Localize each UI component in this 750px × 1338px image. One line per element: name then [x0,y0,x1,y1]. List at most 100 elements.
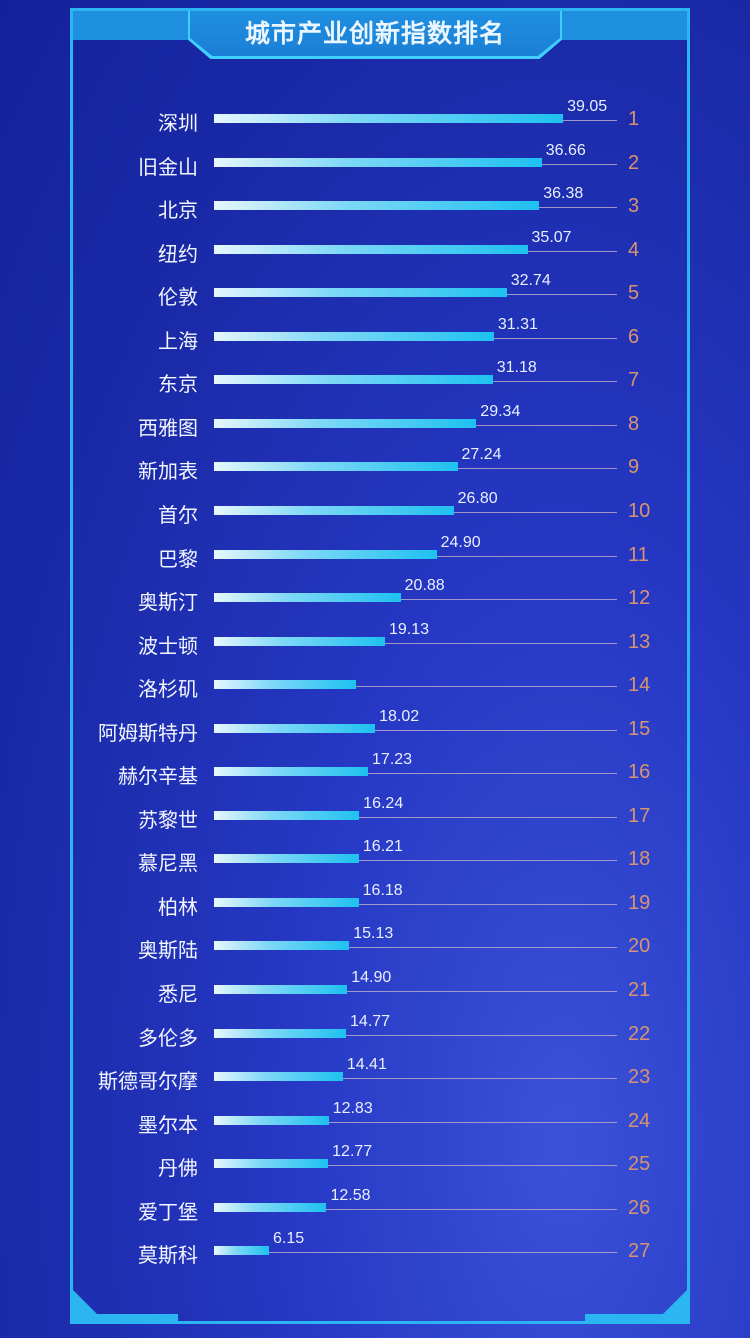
bar-row: 波士顿 19.13 13 [0,621,750,681]
bar [214,288,507,298]
city-label: 多伦多 [138,1027,198,1050]
value-label: 12.58 [330,1186,371,1204]
chart-frame [70,8,690,1324]
leader-line [349,947,617,949]
city-label: 奥斯汀 [138,592,198,615]
city-label: 北京 [158,200,198,223]
city-label: 斯德哥尔摩 [98,1071,198,1094]
bar [214,244,528,254]
bar [214,114,564,123]
title-tab [190,11,560,56]
leader-line [358,860,617,862]
rank-label: 26 [628,1196,651,1219]
bar-row: 赫尔辛基 17.23 16 [0,751,750,811]
rank-label: 3 [628,195,640,218]
bar-row: 爱丁堡 12.58 26 [0,1187,750,1247]
value-label: 35.07 [531,228,572,246]
rank-label: 14 [628,674,651,697]
city-label: 赫尔辛基 [118,766,198,789]
city-label: 西雅图 [138,417,198,440]
value-label: 31.18 [496,359,537,377]
bar-row: 墨尔本 12.83 24 [0,1100,750,1160]
rank-label: 11 [628,543,649,566]
bar-row: 苏黎世 16.24 17 [0,795,750,855]
rank-label: 23 [628,1066,651,1089]
value-label: 14.77 [350,1012,391,1030]
rank-label: 21 [628,979,651,1001]
leader-line [375,729,617,731]
bar-row: 奥斯汀 20.88 12 [0,577,750,637]
city-label: 奥斯陆 [138,940,198,963]
rank-label: 24 [628,1109,651,1132]
value-label: 16.21 [362,838,403,856]
leader-line [457,468,617,470]
footer-accent-left [73,1314,178,1322]
city-label: 洛杉矶 [138,679,198,702]
value-label: 14.41 [346,1056,387,1074]
value-label: 18.02 [379,707,420,725]
bar-row: 深圳 39.05 1 [0,98,750,158]
rank-label: 12 [628,587,651,610]
leader-line [356,686,617,688]
rank-label: 15 [628,717,651,740]
value-label: 16.24 [363,794,404,812]
leader-line [453,511,617,513]
bar-row: 伦敦 32.74 5 [0,272,750,332]
rank-label: 25 [628,1153,651,1176]
value-label: 32.74 [510,272,551,290]
rank-label: 19 [628,891,651,914]
leader-line [328,1165,617,1167]
bar-row: 阿姆斯特丹 18.02 15 [0,708,750,768]
bar [214,810,360,820]
bar [214,201,540,211]
bar [214,418,477,428]
city-label: 旧金山 [138,156,198,179]
leader-line [563,120,617,121]
bar-row: 纽约 35.07 4 [0,229,750,289]
bar-row: 新加表 27.24 9 [0,446,750,506]
city-label: 首尔 [158,504,198,527]
bar [214,985,348,994]
bar-row: 慕尼黑 16.21 18 [0,838,750,898]
leader-line [268,1252,617,1254]
rank-label: 10 [628,499,651,522]
bar-row: 多伦多 14.77 22 [0,1013,750,1073]
leader-line [328,1121,617,1123]
value-label: 12.83 [332,1099,373,1117]
city-label: 爱丁堡 [138,1201,198,1224]
bar-row: 莫斯科 6.15 27 [0,1230,750,1290]
value-label: 17.23 [372,751,413,769]
bar [214,1072,343,1082]
leader-line [539,207,617,209]
rank-label: 1 [628,108,640,130]
value-label: 12.77 [332,1143,373,1161]
bar [214,1202,327,1212]
rank-label: 27 [628,1240,651,1263]
leader-line [385,642,617,644]
value-label: 15.13 [353,925,394,943]
city-label: 阿姆斯特丹 [98,722,198,745]
city-label: 丹佛 [158,1158,198,1181]
bar-row: 上海 31.31 6 [0,316,750,376]
bar [214,1246,269,1256]
footer-accent-right [585,1314,687,1322]
leader-line [326,1208,617,1210]
leader-line [346,1034,617,1036]
city-label: 苏黎世 [138,809,198,832]
bar [214,331,494,341]
value-label: 27.24 [461,446,502,464]
leader-line [492,381,617,383]
leader-line [347,991,617,992]
rank-label: 8 [628,412,640,435]
bar [214,680,356,690]
city-label: 深圳 [158,113,198,135]
rank-label: 16 [628,761,651,784]
bar-row: 悉尼 14.90 21 [0,969,750,1029]
bar [214,941,350,951]
city-label: 慕尼黑 [138,853,198,876]
leader-line [506,294,617,296]
value-label: 31.31 [497,315,538,333]
leader-line [358,903,617,905]
value-label: 29.34 [480,402,521,420]
rank-label: 7 [628,369,640,392]
